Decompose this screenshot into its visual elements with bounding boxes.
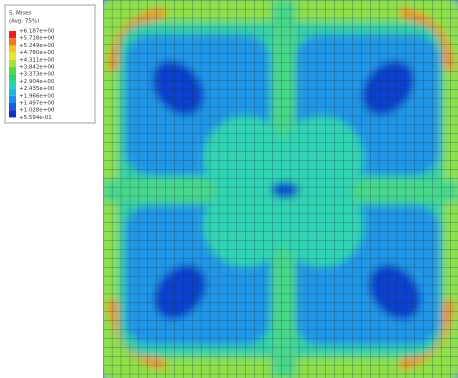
- legend-swatch: [9, 74, 16, 81]
- legend-swatch: [9, 45, 16, 52]
- legend-label: +2.904e+00: [19, 79, 55, 85]
- legend-label: +3.842e+00: [19, 65, 55, 71]
- legend-swatch: [9, 110, 16, 117]
- legend-label: +4.780e+00: [19, 50, 55, 56]
- legend-label: +5.249e+00: [19, 43, 55, 49]
- page: {"legend": {"title": "S, Mises", "subtit…: [0, 0, 458, 378]
- legend-label: +1.028e+00: [19, 108, 55, 114]
- viewport: S, Mises (Avg: 75%) +6.187e+00+5.718e+00…: [0, 0, 458, 378]
- legend-swatch: [9, 96, 16, 103]
- legend-swatch: [9, 67, 16, 74]
- legend-swatch: [9, 53, 16, 60]
- legend-swatch: [9, 81, 16, 88]
- legend-title: S, Mises: [9, 11, 32, 17]
- legend-label: +5.718e+00: [19, 36, 55, 42]
- legend-subtitle: (Avg: 75%): [9, 19, 39, 25]
- legend-label: +1.497e+00: [19, 101, 55, 107]
- legend: S, Mises (Avg: 75%) +6.187e+00+5.718e+00…: [5, 5, 95, 123]
- legend-label: +1.966e+00: [19, 93, 55, 99]
- legend-swatch: [9, 103, 16, 110]
- legend-swatch: [9, 38, 16, 45]
- legend-swatch: [9, 31, 16, 38]
- legend-items: +6.187e+00+5.718e+00+5.249e+00+4.780e+00…: [9, 29, 55, 121]
- legend-swatch: [9, 60, 16, 67]
- legend-label: +6.187e+00: [19, 29, 55, 35]
- contour-plot: [90, 0, 458, 378]
- legend-swatch: [9, 89, 16, 96]
- legend-label: +5.594e-01: [19, 115, 52, 121]
- legend-label: +3.373e+00: [19, 72, 55, 78]
- legend-label: +2.435e+00: [19, 86, 55, 92]
- legend-label: +4.311e+00: [19, 57, 55, 63]
